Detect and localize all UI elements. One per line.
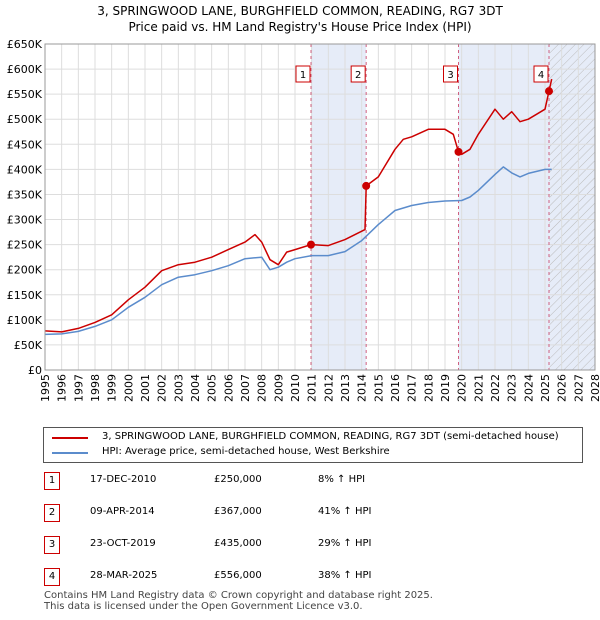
series-line-property	[44, 78, 553, 333]
x-tick-label: 2019	[439, 374, 452, 402]
legend: 3, SPRINGWOOD LANE, BURGHFIELD COMMON, R…	[43, 427, 583, 463]
sale-point	[362, 181, 371, 190]
y-tick-label: £150K	[7, 289, 43, 302]
y-tick-label: £0	[28, 364, 42, 377]
footer-copyright: Contains HM Land Registry data © Crown c…	[44, 590, 433, 601]
sale-date: 28-MAR-2025	[90, 570, 158, 581]
sale-point	[545, 87, 553, 96]
x-tick-label: 2023	[506, 374, 519, 402]
x-tick-label: 2000	[122, 374, 135, 402]
sale-label-box	[443, 65, 458, 83]
y-tick-label: £300K	[7, 214, 43, 227]
x-tick-label: 2026	[556, 374, 569, 402]
y-tick-label: £250K	[7, 239, 43, 252]
sale-label-box	[533, 65, 549, 83]
x-tick-label: 2004	[189, 374, 202, 402]
sale-label-box	[350, 65, 366, 83]
sale-hpi-change: 38% ↑ HPI	[318, 570, 372, 581]
sale-label-number: 4	[538, 70, 544, 81]
legend-label-hpi: HPI: Average price, semi-detached house,…	[102, 446, 390, 457]
plot-frame	[44, 43, 596, 371]
x-tick-label: 2024	[522, 374, 535, 402]
x-tick-label: 2011	[306, 374, 319, 402]
y-tick-label: £600K	[7, 63, 43, 76]
x-tick-label: 2001	[139, 374, 152, 402]
future-hatch	[549, 44, 595, 370]
sale-period-band	[311, 44, 367, 370]
y-tick-label: £500K	[7, 113, 43, 126]
x-tick-label: 2015	[372, 374, 385, 402]
x-tick-label: 1996	[56, 374, 69, 402]
x-tick-label: 2025	[539, 374, 552, 402]
x-tick-label: 2022	[489, 374, 502, 402]
x-tick-label: 2018	[422, 374, 435, 402]
chart-subtitle: Price paid vs. HM Land Registry's House …	[128, 20, 472, 34]
sale-price: £367,000	[214, 506, 262, 517]
sale-hpi-change: 8% ↑ HPI	[318, 474, 366, 485]
legend-swatch-hpi	[52, 452, 88, 454]
sale-row: 4 28-MAR-2025 £556,000 38% ↑ HPI	[0, 568, 600, 588]
sale-label-number: 1	[300, 70, 306, 81]
x-tick-label: 2027	[572, 374, 585, 402]
sale-date: 17-DEC-2010	[90, 474, 157, 485]
sale-price: £250,000	[214, 474, 262, 485]
y-tick-label: £400K	[7, 163, 43, 176]
x-tick-label: 2021	[472, 374, 485, 402]
sale-hpi-change: 41% ↑ HPI	[318, 506, 372, 517]
sale-badge: 4	[44, 568, 60, 586]
sale-label-number: 2	[355, 70, 361, 81]
sale-row: 1 17-DEC-2010 £250,000 8% ↑ HPI	[0, 472, 600, 492]
y-tick-label: £50K	[14, 339, 43, 352]
x-tick-label: 2010	[289, 374, 302, 402]
x-tick-label: 1998	[89, 374, 102, 402]
sale-price: £556,000	[214, 570, 262, 581]
sale-date: 23-OCT-2019	[90, 538, 156, 549]
sale-badge: 1	[44, 472, 60, 490]
sale-point	[454, 147, 463, 156]
sale-badge: 3	[44, 536, 60, 554]
x-tick-label: 2013	[339, 374, 352, 402]
x-tick-label: 2020	[456, 374, 469, 402]
chart-title: 3, SPRINGWOOD LANE, BURGHFIELD COMMON, R…	[97, 4, 503, 18]
x-tick-label: 2014	[356, 374, 369, 402]
y-tick-label: £650K	[7, 38, 43, 51]
sale-label-number: 3	[447, 70, 453, 81]
y-tick-label: £450K	[7, 138, 43, 151]
x-tick-label: 1995	[39, 374, 52, 402]
sale-period-band	[458, 44, 549, 370]
sale-point	[307, 240, 315, 249]
x-tick-label: 2012	[322, 374, 335, 402]
sale-row: 2 09-APR-2014 £367,000 41% ↑ HPI	[0, 504, 600, 524]
price-chart: 1 2 3 4 £0 £50K £100K £150K £200K £250K £300K £350K…	[7, 38, 600, 402]
x-tick-label: 2017	[406, 374, 419, 402]
x-tick-label: 2002	[156, 374, 169, 402]
x-tick-label: 2003	[172, 374, 185, 402]
x-tick-label: 2016	[389, 374, 402, 402]
y-tick-label: £550K	[7, 88, 43, 101]
x-tick-label: 2006	[222, 374, 235, 402]
sale-row: 3 23-OCT-2019 £435,000 29% ↑ HPI	[0, 536, 600, 556]
sale-label-box	[295, 65, 311, 83]
x-tick-label: 2007	[239, 374, 252, 402]
y-tick-label: £200K	[7, 264, 43, 277]
x-tick-label: 2008	[256, 374, 269, 402]
legend-label-property: 3, SPRINGWOOD LANE, BURGHFIELD COMMON, R…	[102, 431, 559, 442]
y-tick-label: £100K	[7, 314, 43, 327]
series-line-hpi	[44, 166, 552, 336]
footer-license: This data is licensed under the Open Gov…	[44, 601, 363, 612]
x-tick-label: 2028	[589, 374, 600, 402]
x-tick-label: 1997	[72, 374, 85, 402]
sale-price: £435,000	[214, 538, 262, 549]
x-tick-label: 1999	[106, 374, 119, 402]
x-tick-label: 2005	[206, 374, 219, 402]
sale-hpi-change: 29% ↑ HPI	[318, 538, 372, 549]
x-tick-label: 2009	[272, 374, 285, 402]
sale-date: 09-APR-2014	[90, 506, 155, 517]
legend-swatch-property	[52, 437, 88, 439]
footer: Contains HM Land Registry data © Crown c…	[44, 590, 433, 612]
y-tick-label: £350K	[7, 188, 43, 201]
sale-badge: 2	[44, 504, 60, 522]
